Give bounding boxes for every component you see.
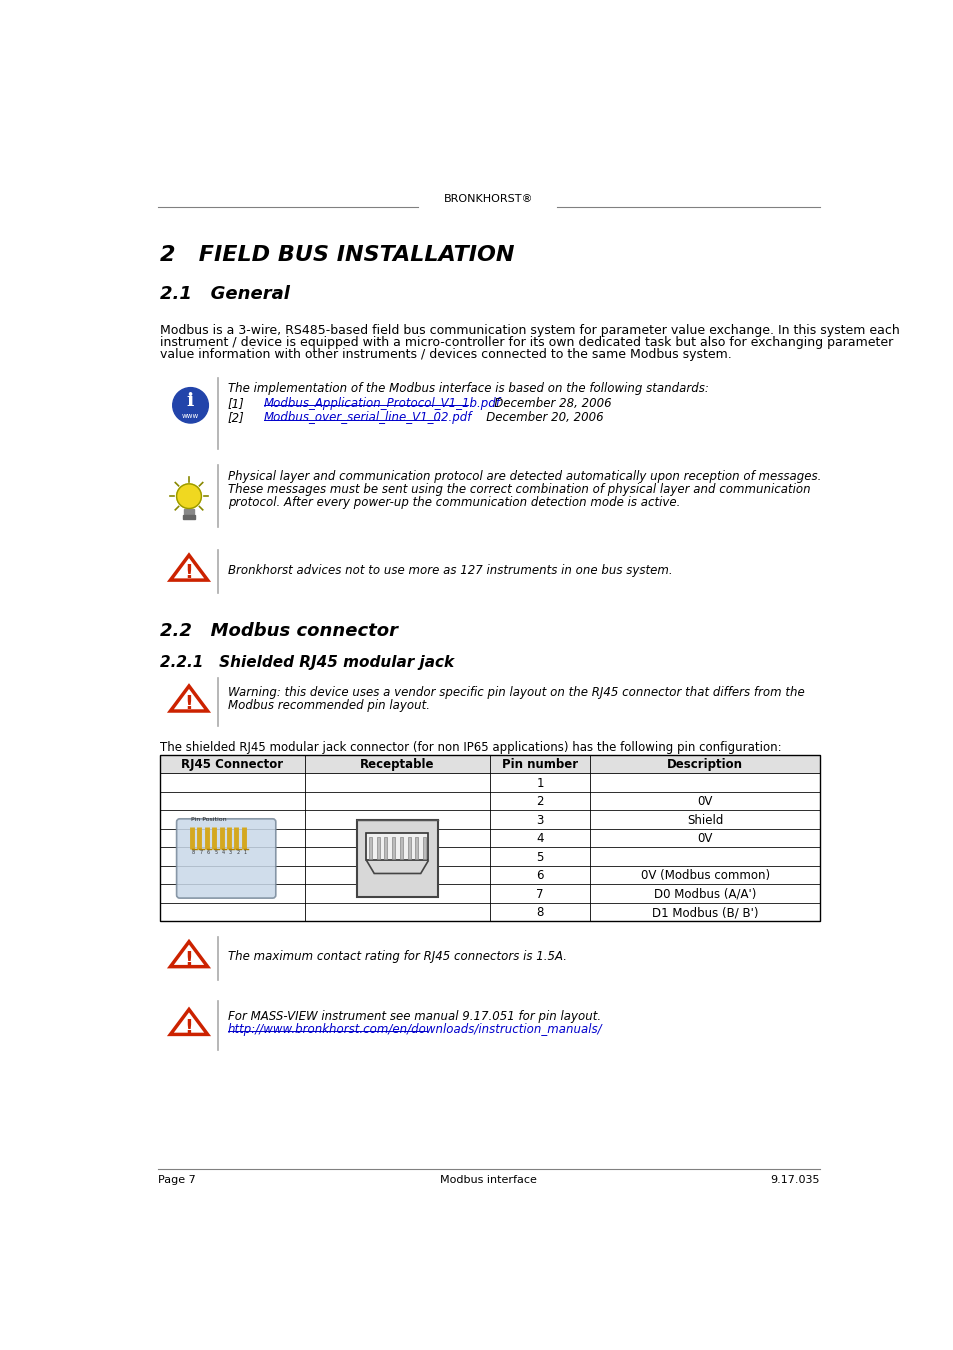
FancyBboxPatch shape [176, 819, 275, 898]
Text: !: ! [184, 694, 193, 713]
Text: 2: 2 [536, 795, 543, 809]
Text: Pin number: Pin number [501, 759, 578, 771]
Text: The maximum contact rating for RJ45 connectors is 1.5A.: The maximum contact rating for RJ45 conn… [228, 950, 566, 964]
Text: 1: 1 [243, 850, 247, 856]
Bar [159, 848, 819, 865]
Text: Bronkhorst advices not to use more as 127 instruments in one bus system.: Bronkhorst advices not to use more as 12… [228, 564, 672, 576]
Text: 8: 8 [192, 850, 195, 856]
Text: RJ45 Connector: RJ45 Connector [181, 759, 283, 771]
Bar [415, 837, 418, 859]
Polygon shape [171, 942, 208, 967]
Bar [407, 837, 410, 859]
Text: 5: 5 [214, 850, 217, 856]
Text: instrument / device is equipped with a micro-controller for its own dedicated ta: instrument / device is equipped with a m… [159, 336, 892, 350]
Text: Page 7: Page 7 [158, 1174, 195, 1185]
Text: 2.2   Modbus connector: 2.2 Modbus connector [159, 622, 397, 640]
Text: Description: Description [666, 759, 742, 771]
Text: Receptable: Receptable [360, 759, 435, 771]
Text: Modbus_over_serial_line_V1_02.pdf: Modbus_over_serial_line_V1_02.pdf [264, 412, 472, 424]
Text: Modbus_Application_Protocol_V1_1b.pdf: Modbus_Application_Protocol_V1_1b.pdf [264, 397, 500, 410]
Polygon shape [171, 555, 208, 580]
Text: 6: 6 [536, 869, 543, 883]
Text: December 28, 2006: December 28, 2006 [483, 397, 612, 410]
Text: D1 Modbus (B/ B'): D1 Modbus (B/ B') [651, 906, 758, 919]
Polygon shape [171, 686, 208, 711]
Circle shape [176, 483, 201, 509]
Text: 3: 3 [229, 850, 232, 856]
Text: Modbus recommended pin layout.: Modbus recommended pin layout. [228, 699, 429, 713]
Bar [159, 865, 819, 884]
Text: 0V: 0V [697, 795, 712, 809]
Text: 4: 4 [536, 833, 543, 845]
Bar [159, 755, 819, 921]
Text: 4: 4 [221, 850, 224, 856]
Text: [1]: [1] [228, 397, 244, 410]
Text: www: www [182, 413, 199, 418]
Bar [183, 514, 195, 518]
Text: Physical layer and communication protocol are detected automatically upon recept: Physical layer and communication protoco… [228, 470, 821, 483]
Bar [159, 829, 819, 848]
Text: Pin Position: Pin Position [192, 817, 227, 822]
Text: http://www.bronkhorst.com/en/downloads/instruction_manuals/: http://www.bronkhorst.com/en/downloads/i… [228, 1023, 601, 1035]
Text: BRONKHORST®: BRONKHORST® [444, 193, 533, 204]
Text: 7: 7 [199, 850, 202, 856]
Text: !: ! [184, 563, 193, 582]
Text: 1: 1 [536, 776, 543, 790]
Text: 9.17.035: 9.17.035 [769, 1174, 819, 1185]
Bar [159, 903, 819, 921]
Text: i: i [187, 392, 194, 409]
Bar [184, 509, 193, 514]
Bar [159, 774, 819, 792]
Bar [376, 837, 379, 859]
Bar [356, 819, 437, 896]
Text: [2]: [2] [228, 412, 244, 424]
Bar [384, 837, 387, 859]
Polygon shape [171, 1010, 208, 1034]
Text: 0V: 0V [697, 833, 712, 845]
Text: D0 Modbus (A/A'): D0 Modbus (A/A') [653, 888, 756, 900]
Text: 2.2.1   Shielded RJ45 modular jack: 2.2.1 Shielded RJ45 modular jack [159, 655, 454, 670]
Text: !: ! [184, 1018, 193, 1037]
Text: The implementation of the Modbus interface is based on the following standards:: The implementation of the Modbus interfa… [228, 382, 708, 396]
Text: December 20, 2006: December 20, 2006 [444, 412, 602, 424]
Text: 2   FIELD BUS INSTALLATION: 2 FIELD BUS INSTALLATION [159, 246, 514, 265]
Text: Modbus interface: Modbus interface [440, 1174, 537, 1185]
Bar [422, 837, 426, 859]
Text: 3: 3 [536, 814, 543, 826]
Bar [159, 810, 819, 829]
Text: These messages must be sent using the correct combination of physical layer and : These messages must be sent using the co… [228, 483, 809, 495]
Text: Shield: Shield [686, 814, 722, 826]
Bar [369, 837, 372, 859]
Text: For MASS-VIEW instrument see manual 9.17.051 for pin layout.: For MASS-VIEW instrument see manual 9.17… [228, 1010, 600, 1023]
Text: Modbus is a 3-wire, RS485-based field bus communication system for parameter val: Modbus is a 3-wire, RS485-based field bu… [159, 324, 899, 336]
Bar [392, 837, 395, 859]
Text: 6: 6 [207, 850, 210, 856]
Text: Warning: this device uses a vendor specific pin layout on the RJ45 connector tha: Warning: this device uses a vendor speci… [228, 686, 803, 699]
Bar [159, 755, 819, 774]
Text: 0V (Modbus common): 0V (Modbus common) [639, 869, 769, 883]
Text: The shielded RJ45 modular jack connector (for non IP65 applications) has the fol: The shielded RJ45 modular jack connector… [159, 741, 781, 755]
Text: 2: 2 [236, 850, 239, 856]
Bar [399, 837, 402, 859]
Bar [159, 884, 819, 903]
Text: 2.1   General: 2.1 General [159, 285, 289, 304]
Bar [366, 833, 428, 860]
Text: protocol. After every power-up the communication detection mode is active.: protocol. After every power-up the commu… [228, 497, 679, 509]
Text: 5: 5 [536, 850, 543, 864]
Text: 8: 8 [536, 906, 543, 919]
Text: !: ! [184, 950, 193, 969]
Circle shape [172, 387, 208, 423]
Bar [159, 792, 819, 810]
Text: value information with other instruments / devices connected to the same Modbus : value information with other instruments… [159, 348, 731, 362]
Text: 7: 7 [536, 888, 543, 900]
